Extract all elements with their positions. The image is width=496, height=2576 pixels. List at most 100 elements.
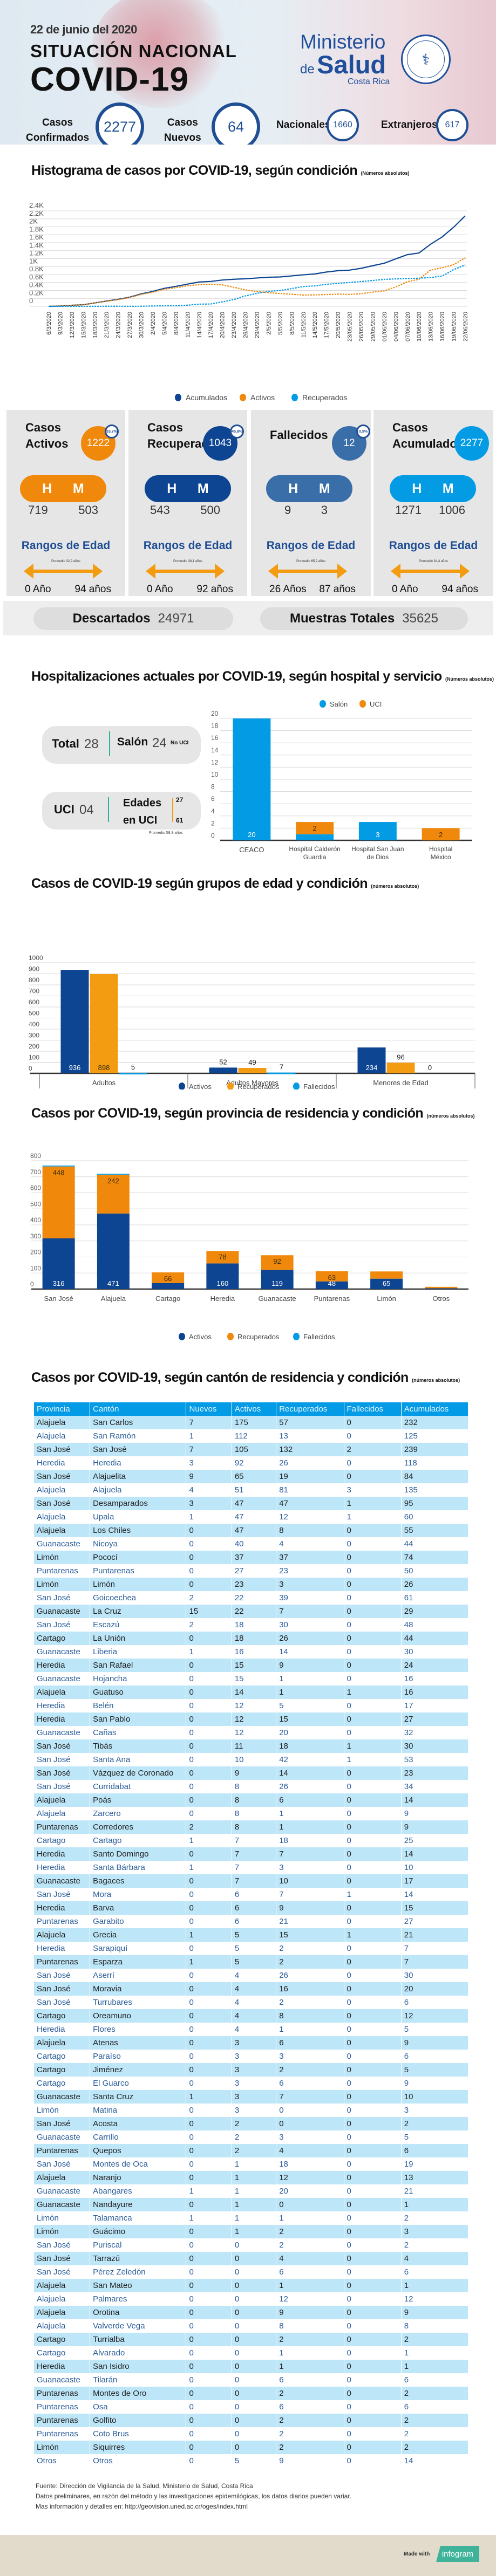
bar-value-label: 3 <box>376 831 379 839</box>
column-header-cantón[interactable]: Cantón <box>90 1402 187 1416</box>
kpi-extranjeros-label: Extranjeros <box>381 119 438 131</box>
cell-nuevos: 0 <box>186 1915 232 1928</box>
column-header-recuperados[interactable]: Recuperados <box>276 1402 344 1416</box>
female-label: M <box>197 481 209 496</box>
bar-recuperados <box>97 1174 130 1214</box>
bar-recuperados <box>42 1166 75 1238</box>
cell-cantón: San Ramón <box>90 1429 187 1443</box>
x-tick-label: 29/4/2020 <box>254 312 261 338</box>
y-tick-label: 0 <box>29 297 33 305</box>
bar-value-label: 96 <box>397 1053 404 1061</box>
cell-fallecidos: 0 <box>344 1605 402 1618</box>
cell-cantón: Pérez Zeledón <box>90 2265 187 2279</box>
column-header-nuevos[interactable]: Nuevos <box>186 1402 232 1416</box>
table-row: Alajuela Guatuso 0 14 1 1 16 <box>34 1686 469 1699</box>
column-header-fallecidos[interactable]: Fallecidos <box>344 1402 402 1416</box>
table-row: Limón Siquirres 0 0 2 0 2 <box>34 2441 469 2454</box>
cell-nuevos: 0 <box>186 1524 232 1537</box>
y-tick-label: 12 <box>211 758 219 766</box>
age-range-arrow-icon <box>24 564 103 579</box>
cell-cantón: La Unión <box>90 1632 187 1645</box>
table-row: Guanacaste Nicoya 0 40 4 0 44 <box>34 1537 469 1551</box>
chart-title-text: Histograma de casos por COVID-19, según … <box>31 163 358 178</box>
cell-recuperados: 6 <box>276 2400 344 2414</box>
cell-activos: 40 <box>232 1537 277 1551</box>
cell-fallecidos: 0 <box>344 1955 402 1969</box>
x-category-label: México <box>431 853 451 861</box>
cell-activos: 27 <box>232 1564 277 1578</box>
cell-recuperados: 81 <box>276 1483 344 1497</box>
cell-recuperados: 20 <box>276 2184 344 2198</box>
cell-provincia: Limón <box>34 2225 91 2238</box>
bar-value-label: 2 <box>313 824 317 832</box>
table-row: Puntarenas Osa 0 0 6 0 6 <box>34 2400 469 2414</box>
cell-cantón: Santa Cruz <box>90 2090 187 2104</box>
cell-provincia: Cartago <box>34 2333 91 2346</box>
cell-provincia: Puntarenas <box>34 2400 91 2414</box>
cell-nuevos: 0 <box>186 1807 232 1820</box>
cell-recuperados: 14 <box>276 1766 344 1780</box>
female-count: 500 <box>200 503 220 517</box>
cell-provincia: Guanacaste <box>34 2373 91 2387</box>
cell-provincia: San José <box>34 2265 91 2279</box>
cell-provincia: Cartago <box>34 1632 91 1645</box>
cell-fallecidos: 0 <box>344 2306 402 2319</box>
cell-activos: 4 <box>232 1969 277 1982</box>
bar-recuperados <box>206 1251 239 1264</box>
report-subtitle: SITUACIÓN NACIONAL <box>30 41 237 61</box>
column-header-provincia[interactable]: Provincia <box>34 1402 91 1416</box>
legend-dot-uci <box>359 700 366 708</box>
cell-cantón: La Cruz <box>90 1605 187 1618</box>
cell-acumulados: 1 <box>401 2346 469 2360</box>
x-category-label: Alajuela <box>101 1294 126 1303</box>
cell-acumulados: 21 <box>401 2184 469 2198</box>
y-tick-label: 2 <box>211 819 215 827</box>
cell-cantón: Paraíso <box>90 2050 187 2063</box>
cell-cantón: Palmares <box>90 2292 187 2306</box>
table-row: Limón Limón 0 23 3 0 26 <box>34 1578 469 1591</box>
column-header-activos[interactable]: Activos <box>232 1402 277 1416</box>
cell-nuevos: 0 <box>186 2292 232 2306</box>
x-tick-label: 26/05/2020 <box>358 312 365 341</box>
cell-fallecidos: 0 <box>344 1578 402 1591</box>
cell-nuevos: 0 <box>186 2279 232 2292</box>
cell-acumulados: 17 <box>401 1874 469 1888</box>
table-row: Alajuela Upala 1 47 12 1 60 <box>34 1510 469 1524</box>
cell-cantón: Mora <box>90 1888 187 1901</box>
cell-recuperados: 15 <box>276 1712 344 1726</box>
cell-activos: 1 <box>232 2184 277 2198</box>
footer-more-info-link[interactable]: Mas información y detalles en: http://ge… <box>36 2503 248 2510</box>
table-row: Alajuela San Carlos 7 175 57 0 232 <box>34 1416 469 1429</box>
cell-cantón: San Rafael <box>90 1659 187 1672</box>
x-tick-label: 12/3/2020 <box>69 312 76 338</box>
cell-nuevos: 0 <box>186 1659 232 1672</box>
cell-recuperados: 2 <box>276 2063 344 2077</box>
cell-fallecidos: 1 <box>344 1928 402 1942</box>
table-row: Heredia San Isidro 0 0 1 0 1 <box>34 2360 469 2373</box>
cell-acumulados: 27 <box>401 1712 469 1726</box>
cell-cantón: Corredores <box>90 1820 187 1834</box>
table-row: Heredia San Rafael 0 15 9 0 24 <box>34 1659 469 1672</box>
cell-recuperados: 16 <box>276 1982 344 1996</box>
table-row: San José Santa Ana 0 10 42 1 53 <box>34 1753 469 1766</box>
cell-activos: 7 <box>232 1847 277 1861</box>
cell-acumulados: 14 <box>401 2454 469 2468</box>
kpi-label: Casos <box>42 117 73 128</box>
legend-dot-activos <box>240 394 246 401</box>
y-tick-label: 400 <box>30 1216 41 1224</box>
y-tick-label: 1.6K <box>29 233 44 241</box>
cell-nuevos: 0 <box>186 2373 232 2387</box>
table-row: San José Goicoechea 2 22 39 0 61 <box>34 1591 469 1605</box>
infogram-logo[interactable]: infogram <box>436 2546 479 2562</box>
legend-dot-activos <box>179 1333 185 1340</box>
y-tick-label: 200 <box>30 1249 41 1256</box>
age-min: 26 Años <box>269 584 307 595</box>
canton-table: Provincia Cantón Nuevos Activos Recuperados F… <box>34 1402 469 2468</box>
cell-acumulados: 2 <box>401 2387 469 2400</box>
edades-line1: Edades <box>123 797 162 809</box>
cell-recuperados: 5 <box>276 1699 344 1712</box>
cell-provincia: Alajuela <box>34 2171 91 2184</box>
column-header-acumulados[interactable]: Acumulados <box>401 1402 469 1416</box>
bar-fallecidos <box>119 1072 147 1074</box>
